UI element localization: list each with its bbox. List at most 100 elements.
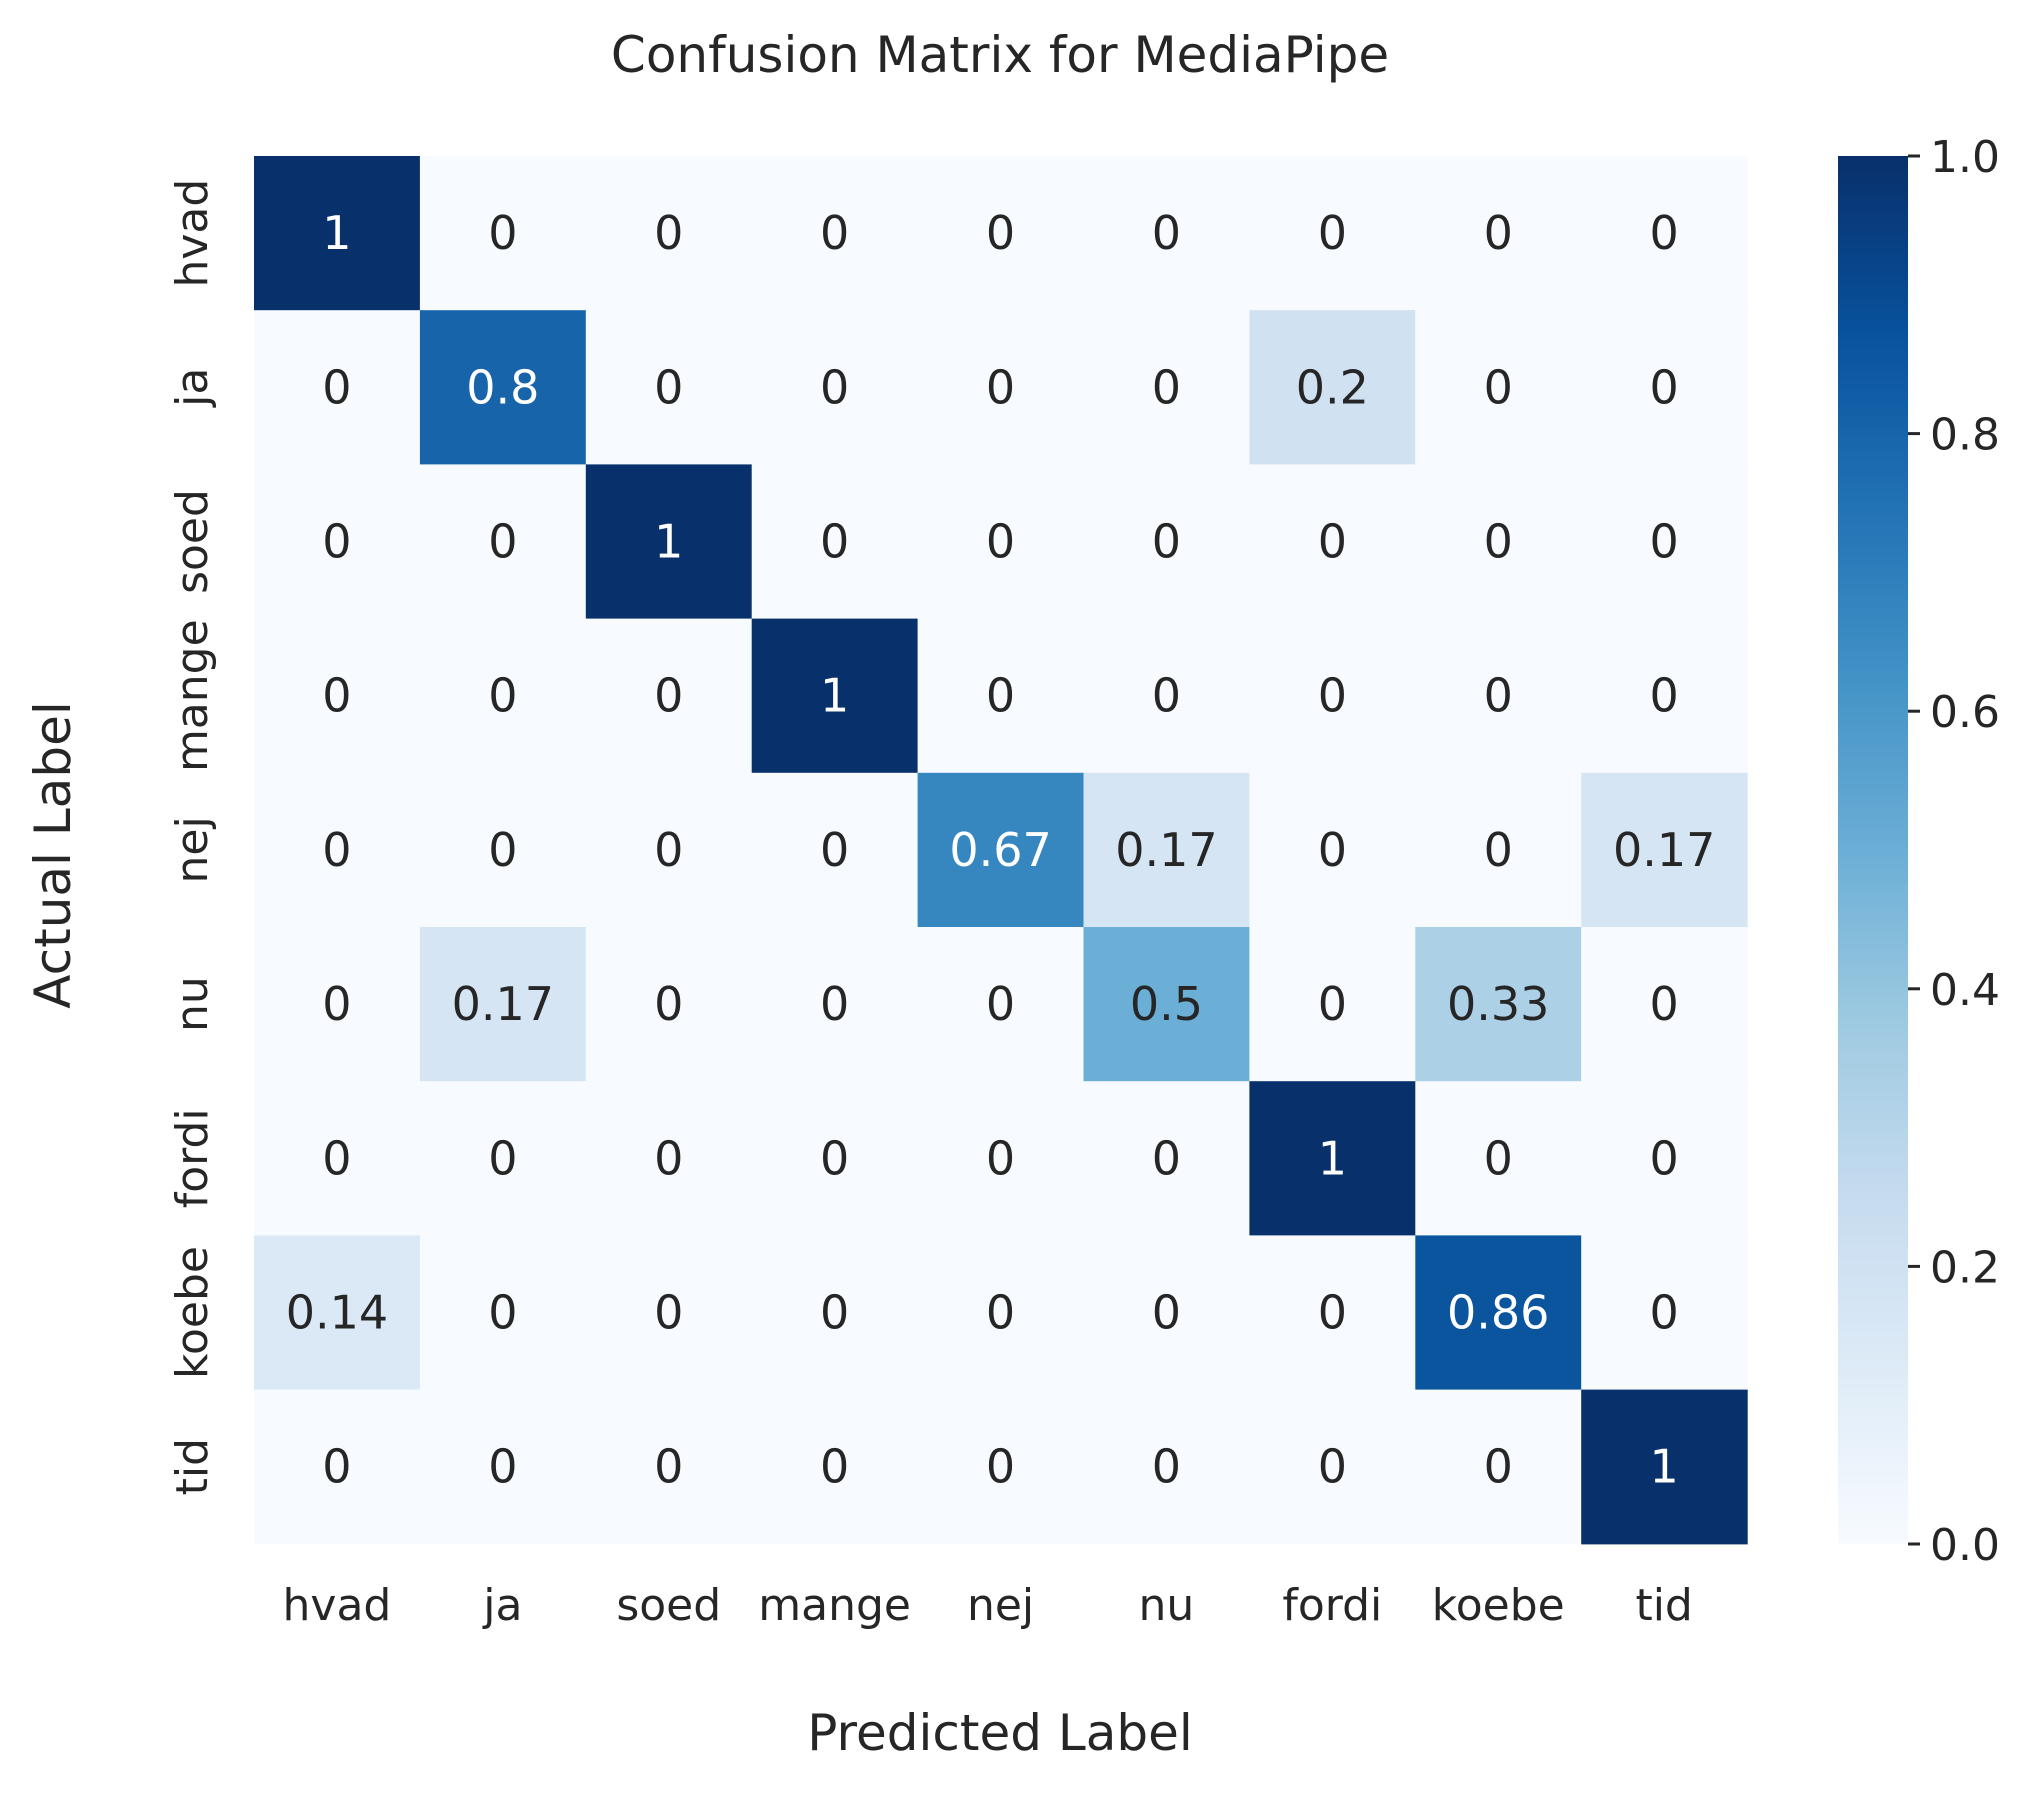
heatmap-cell (254, 772, 421, 928)
cell-value-label: 1 (1650, 1440, 1679, 1494)
heatmap-cell (751, 927, 919, 1082)
heatmap-cell (1249, 618, 1416, 774)
heatmap-cell (585, 772, 753, 928)
cell-value-label: 0.14 (286, 1286, 388, 1340)
cell-value-label: 0.8 (466, 360, 539, 414)
cell-value-label: 0 (654, 977, 683, 1031)
cell-value-label: 0 (1318, 1440, 1347, 1494)
cell-value-label: 0 (654, 669, 683, 723)
heatmap-cell (254, 156, 421, 311)
x-tick-label: soed (616, 1580, 721, 1631)
heatmap-cell (1415, 772, 1582, 928)
y-tick-label: ja (167, 368, 218, 408)
y-tick-label: soed (167, 489, 218, 594)
heatmap-cell (1083, 1389, 1250, 1545)
cell-value-label: 0 (322, 823, 351, 877)
heatmap-cell (1415, 618, 1582, 774)
heatmap-cell (1249, 1235, 1416, 1391)
x-tick-label: nu (1139, 1580, 1195, 1631)
cell-value-label: 0 (820, 1131, 849, 1185)
cell-value-label: 0 (820, 823, 849, 877)
cell-value-label: 0 (488, 1131, 517, 1185)
heatmap-cell (585, 1081, 753, 1236)
heatmap-cell (917, 1235, 1085, 1391)
y-tick-labels: hvad ja soed mange nej nu fordi koebe tid (167, 179, 218, 1496)
cell-value-label: 0 (654, 360, 683, 414)
cell-value-label: 1 (820, 669, 849, 723)
y-tick-label: mange (167, 619, 218, 772)
heatmap-cells: 1 0 0 0 0 0 0 0 0 0 0.8 0 0 0 0 0.2 0 0 0 0 1 0 0 0 0 0 0 0 0 0 1 0 0 0 0 0… (254, 156, 1748, 1545)
cell-value-label: 0 (1650, 206, 1679, 260)
cell-value-label: 0 (488, 669, 517, 723)
x-axis-label: Predicted Label (807, 1704, 1193, 1762)
heatmap-cell (419, 927, 587, 1082)
x-tick-label: fordi (1282, 1580, 1382, 1631)
heatmap-cell (1581, 464, 1748, 620)
heatmap-cell (254, 310, 421, 465)
cell-value-label: 0 (488, 515, 517, 569)
heatmap-cell (1083, 772, 1250, 928)
cell-value-label: 0 (1318, 1286, 1347, 1340)
cell-value-label: 0 (1650, 1131, 1679, 1185)
y-tick-label: tid (167, 1438, 218, 1495)
cell-value-label: 0 (1318, 515, 1347, 569)
heatmap-cell (1415, 156, 1582, 311)
cell-value-label: 0 (654, 1131, 683, 1185)
cell-value-label: 0 (1650, 977, 1679, 1031)
cell-value-label: 0 (322, 515, 351, 569)
cell-value-label: 0.67 (949, 823, 1051, 877)
cell-value-label: 0 (488, 206, 517, 260)
cell-value-label: 0 (322, 977, 351, 1031)
heatmap-cell (1249, 772, 1416, 928)
cell-value-label: 0 (1152, 669, 1181, 723)
cell-value-label: 0 (1152, 206, 1181, 260)
heatmap-cell (254, 618, 421, 774)
cell-value-label: 0 (986, 206, 1015, 260)
cell-value-label: 0 (322, 1440, 351, 1494)
cell-value-label: 0 (1484, 206, 1513, 260)
heatmap-cell (254, 1081, 421, 1236)
heatmap-cell (254, 1235, 421, 1391)
cell-value-label: 0.17 (1115, 823, 1217, 877)
heatmap-cell (419, 772, 587, 928)
heatmap-cell (585, 618, 753, 774)
heatmap-cell (1249, 927, 1416, 1082)
heatmap-cell (1581, 1081, 1748, 1236)
cell-value-label: 0 (1152, 1286, 1181, 1340)
cell-value-label: 0 (1318, 206, 1347, 260)
cell-value-label: 0 (1650, 515, 1679, 569)
cell-value-label: 0 (654, 206, 683, 260)
cell-value-label: 0 (1152, 1131, 1181, 1185)
cell-value-label: 1 (322, 206, 351, 260)
heatmap-cell (751, 464, 919, 620)
heatmap-cell (1083, 618, 1250, 774)
cell-value-label: 0 (986, 1286, 1015, 1340)
cell-value-label: 0 (820, 360, 849, 414)
heatmap-cell (254, 927, 421, 1082)
colorbar-tick-label: 1.0 (1930, 132, 2000, 183)
heatmap-cell (751, 156, 919, 311)
cell-value-label: 0 (986, 669, 1015, 723)
colorbar-ticks: 0.0 0.2 0.4 0.6 0.8 1.0 (1908, 132, 2000, 1571)
heatmap-cell (917, 156, 1085, 311)
heatmap-cell (1083, 1081, 1250, 1236)
cell-value-label: 0 (1152, 515, 1181, 569)
cell-value-label: 0 (322, 1131, 351, 1185)
x-tick-label: ja (482, 1580, 522, 1631)
cell-value-label: 0 (1152, 1440, 1181, 1494)
cell-value-label: 0 (820, 1286, 849, 1340)
x-tick-label: hvad (283, 1580, 392, 1631)
heatmap-cell (751, 772, 919, 928)
y-tick-label: fordi (167, 1108, 218, 1208)
cell-value-label: 0 (986, 360, 1015, 414)
heatmap-cell (917, 310, 1085, 465)
heatmap-cell (1249, 156, 1416, 311)
x-tick-labels: hvad ja soed mange nej nu fordi koebe tid (283, 1580, 1693, 1631)
heatmap-cell (1581, 1389, 1748, 1545)
heatmap-cell (419, 464, 587, 620)
cell-value-label: 0 (986, 515, 1015, 569)
colorbar-tick-label: 0.8 (1930, 410, 2000, 461)
cell-value-label: 0 (986, 1131, 1015, 1185)
heatmap-cell (585, 464, 753, 620)
